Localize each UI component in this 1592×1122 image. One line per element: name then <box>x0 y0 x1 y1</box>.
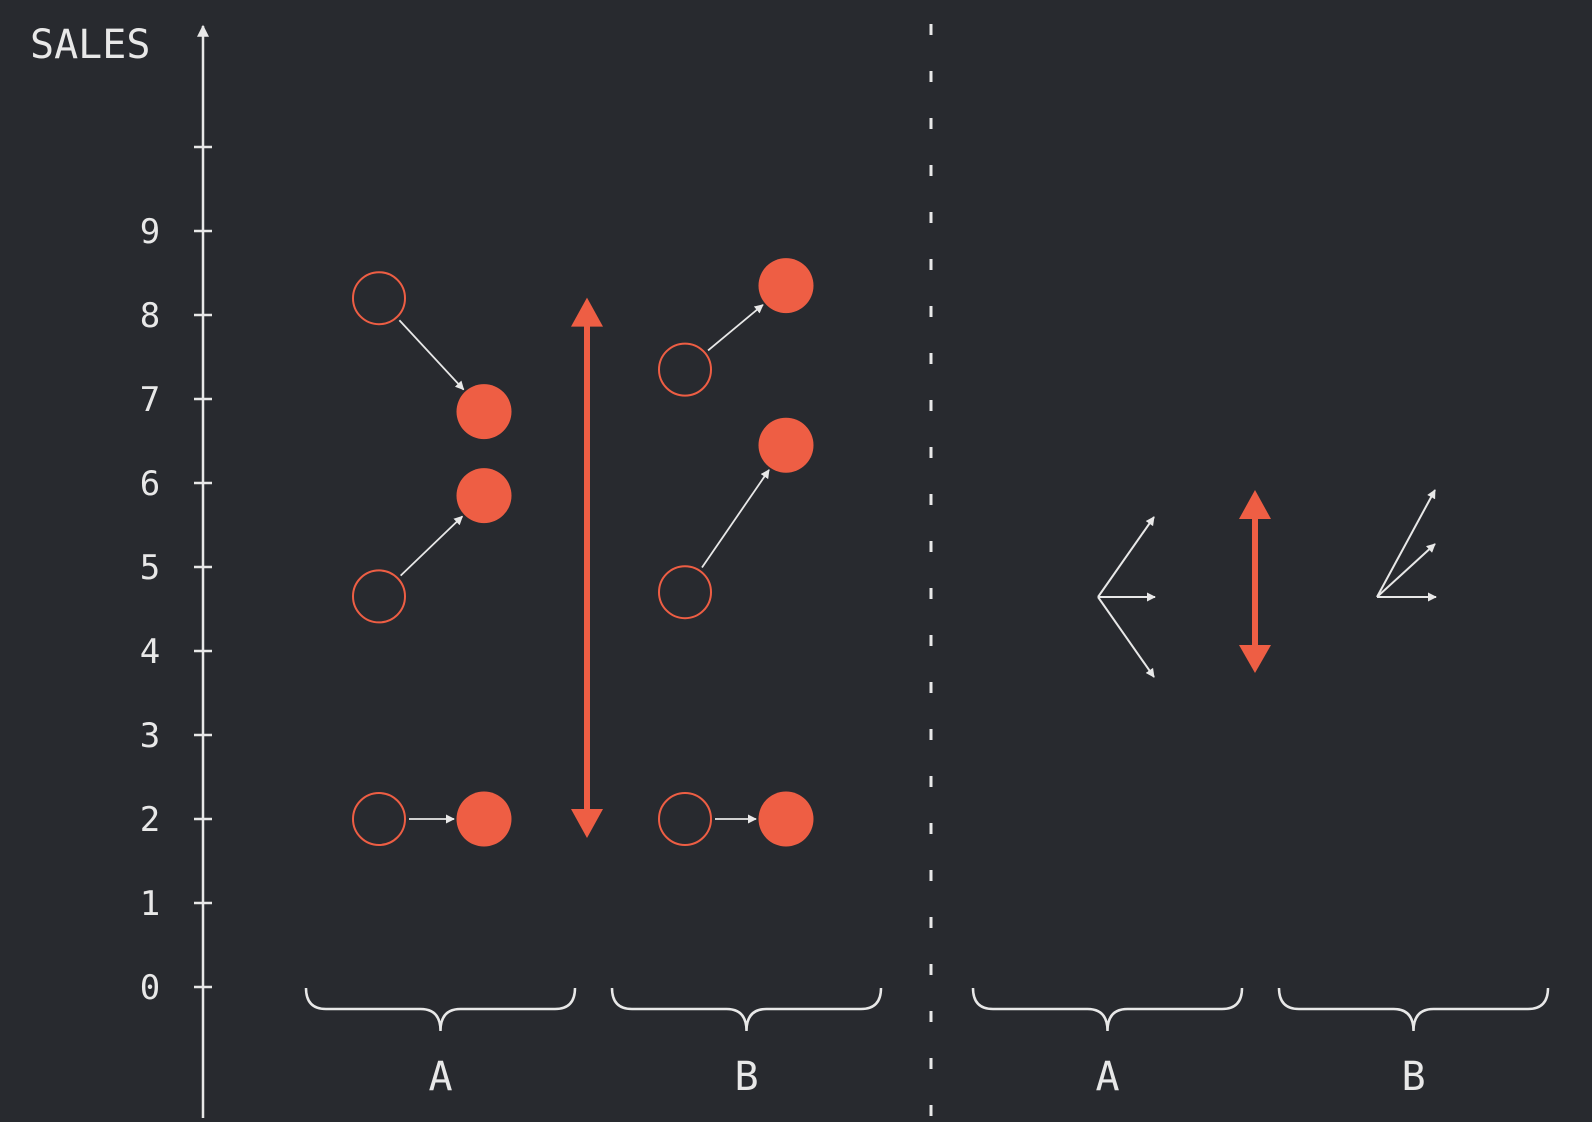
change-arrow <box>707 304 764 352</box>
group-label: B <box>734 1054 758 1100</box>
after-marker <box>758 791 814 847</box>
after-marker <box>758 417 814 473</box>
vector-arrow <box>1097 516 1155 598</box>
vectors-group-b <box>1376 489 1437 602</box>
y-tick-label: 3 <box>140 716 160 756</box>
group-brace <box>304 987 577 1032</box>
change-arrow <box>398 319 465 391</box>
left-panel <box>352 258 814 847</box>
y-tick-label: 8 <box>140 296 160 336</box>
vector-arrow <box>1097 596 1155 678</box>
group-label: A <box>428 1054 452 1100</box>
range-arrow-right <box>1239 490 1271 673</box>
y-tick-label: 2 <box>140 800 160 840</box>
group-label: B <box>1401 1054 1425 1100</box>
range-arrow-head-down <box>1239 645 1271 673</box>
y-tick-label: 0 <box>140 968 160 1008</box>
range-arrow-head-down <box>571 809 603 838</box>
before-marker <box>658 342 712 397</box>
change-arrow <box>400 515 464 577</box>
right-panel <box>1097 489 1437 678</box>
y-tick-label: 5 <box>140 548 160 588</box>
vector-arrow <box>1376 489 1436 598</box>
vector-arrow <box>1376 543 1436 598</box>
y-tick-label: 1 <box>140 884 160 924</box>
vectors-group-a <box>1097 516 1156 678</box>
y-axis-label: SALES <box>30 22 150 68</box>
before-marker <box>352 792 406 846</box>
after-marker <box>456 468 512 524</box>
y-tick-label: 7 <box>140 380 160 420</box>
group-label: A <box>1095 1054 1119 1100</box>
before-marker <box>658 792 712 846</box>
after-marker <box>456 791 512 847</box>
range-arrow-head-up <box>571 297 603 327</box>
before-marker <box>352 271 406 326</box>
y-tick-label: 9 <box>140 212 160 252</box>
before-marker <box>658 565 712 620</box>
group-brace <box>1277 987 1550 1032</box>
y-axis: SALES 0 1 2 3 4 5 6 7 8 9 <box>30 22 212 1118</box>
group-brace <box>971 987 1244 1032</box>
change-arrow <box>701 469 770 568</box>
y-axis-ticks: 0 1 2 3 4 5 6 7 8 9 <box>140 145 212 1008</box>
y-tick-label: 4 <box>140 632 160 672</box>
y-tick-label: 6 <box>140 464 160 504</box>
after-marker <box>758 258 814 314</box>
range-arrow-head-up <box>1239 490 1271 519</box>
after-marker <box>456 384 512 440</box>
before-marker <box>352 569 406 624</box>
group-brace <box>610 987 883 1032</box>
